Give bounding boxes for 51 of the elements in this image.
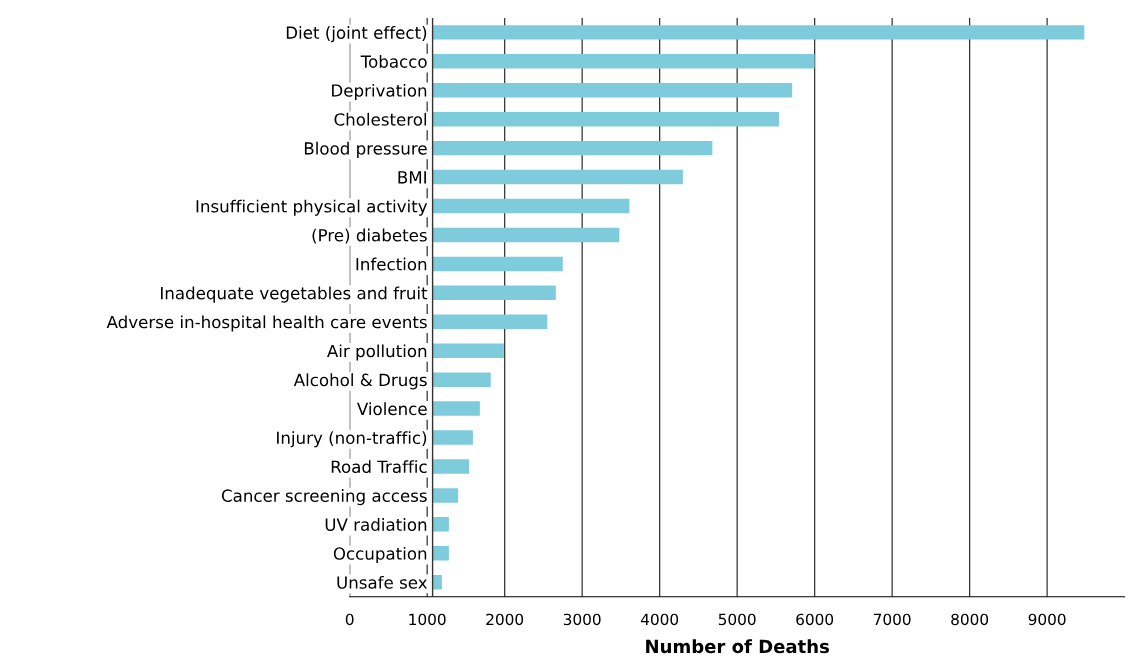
bar <box>432 54 815 69</box>
y-tick-label: Cancer screening access <box>221 489 427 506</box>
x-tick-label: 4000 <box>640 613 679 626</box>
x-tick-label: 8000 <box>951 613 989 626</box>
x-tick-label: 9000 <box>1028 613 1066 626</box>
bar <box>432 343 504 358</box>
bar <box>432 25 1085 40</box>
bar <box>432 372 491 387</box>
bar <box>432 517 449 532</box>
bar <box>432 314 548 330</box>
y-tick-label: Adverse in-hospital health care events <box>106 315 427 332</box>
bar <box>432 430 473 445</box>
bar <box>432 575 442 590</box>
y-tick-label: Occupation <box>333 546 427 564</box>
y-tick-label: Diet (joint effect) <box>286 26 427 43</box>
bar <box>432 546 449 561</box>
x-tick-label: 0 <box>345 613 354 626</box>
y-tick-label: Cholesterol <box>334 112 427 126</box>
y-tick-label: Deprivation <box>332 83 427 101</box>
bar <box>432 227 620 243</box>
y-tick-label: Blood pressure <box>304 141 427 158</box>
y-tick-label: Inadequate vegetables and fruit <box>161 286 428 303</box>
y-tick-label: Tobacco <box>360 54 427 68</box>
y-tick-label: Infection <box>356 257 427 271</box>
x-tick-label: 3000 <box>563 613 601 626</box>
bar <box>432 488 459 503</box>
y-tick-label: Violence <box>357 402 427 416</box>
bar <box>432 459 470 474</box>
bar <box>432 169 683 185</box>
bar <box>432 198 630 214</box>
bar <box>432 83 793 98</box>
y-tick-label: Insufficient physical activity <box>196 199 428 216</box>
x-axis-title: Number of Deaths <box>646 639 829 654</box>
y-tick-label: Injury (non-traffic) <box>277 431 427 448</box>
x-tick-label: 6000 <box>796 613 834 626</box>
y-tick-label: UV radiation <box>325 518 427 531</box>
x-tick-label: 2000 <box>486 613 524 626</box>
x-tick-label: 1000 <box>409 613 446 626</box>
x-tick-label: 7000 <box>873 613 911 626</box>
x-tick-label: 5000 <box>718 613 756 626</box>
bar <box>432 285 556 301</box>
bar <box>432 111 779 127</box>
y-tick-label: Air pollution <box>327 344 427 361</box>
y-tick-label: (Pre) diabetes <box>312 228 427 244</box>
y-tick-label: BMI <box>398 171 426 184</box>
y-tick-label: Unsafe sex <box>337 575 428 589</box>
y-tick-label: Alcohol & Drugs <box>293 373 427 390</box>
bar <box>432 401 480 416</box>
bar <box>432 256 563 272</box>
bar <box>432 140 713 156</box>
y-tick-label: Road Traffic <box>331 460 427 474</box>
